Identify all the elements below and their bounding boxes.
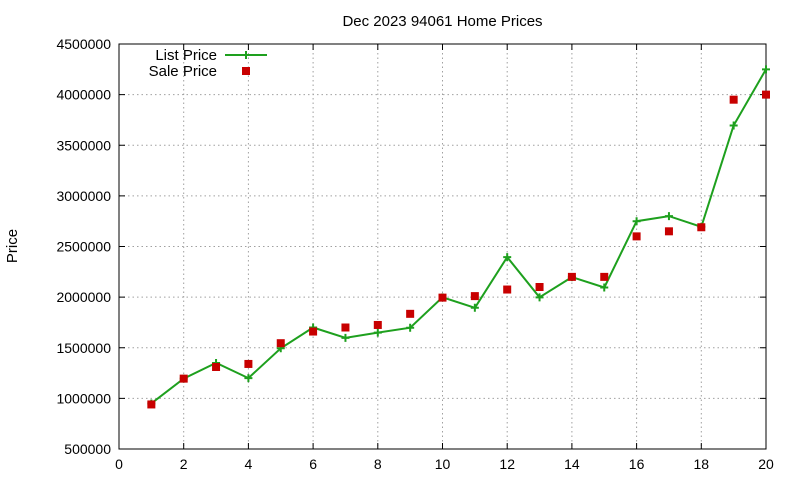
- sale-price-point: [147, 400, 156, 409]
- y-tick-label: 1000000: [56, 390, 111, 406]
- legend-sale-price-label: Sale Price: [149, 63, 217, 80]
- sale-price-point: [406, 309, 415, 318]
- list-price-point: [729, 121, 738, 130]
- grid-lines: [119, 44, 766, 449]
- sale-price-point: [664, 227, 673, 236]
- sale-price-point: [535, 283, 544, 291]
- y-tick-label: 3500000: [56, 137, 111, 153]
- x-tick-label: 2: [180, 456, 188, 472]
- y-tick-label: 2500000: [56, 239, 111, 255]
- x-tick-label: 10: [435, 456, 451, 472]
- list-price-point: [664, 212, 673, 221]
- x-tick-label: 12: [499, 456, 515, 472]
- sale-price-point: [470, 292, 479, 301]
- list-price-point: [406, 323, 415, 332]
- sale-price-point: [373, 320, 382, 329]
- list-price-point: [535, 293, 544, 302]
- list-price-line: [150, 68, 767, 405]
- sale-price-point: [567, 272, 576, 281]
- list-price-point: [341, 333, 350, 342]
- y-tick-label: 4000000: [56, 87, 111, 103]
- y-tick-label: 1500000: [56, 340, 111, 356]
- legend-sale-price-marker: [242, 67, 250, 75]
- x-tick-label: 18: [694, 456, 710, 472]
- list-price-point: [600, 283, 609, 292]
- sale-price-point: [600, 272, 609, 281]
- list-price-point: [244, 374, 253, 383]
- x-tick-label: 16: [629, 456, 645, 472]
- y-axis-label: Price: [4, 229, 21, 263]
- data-series: [147, 65, 770, 409]
- y-tick-label: 2000000: [56, 289, 111, 305]
- y-tick-label: 3000000: [56, 188, 111, 204]
- sale-price-point: [276, 339, 285, 348]
- sale-price-point: [179, 374, 188, 383]
- sale-price-point: [212, 362, 221, 371]
- x-tick-label: 6: [309, 456, 317, 472]
- sale-price-point: [697, 223, 706, 232]
- y-tick-label: 500000: [64, 441, 111, 457]
- list-price-point: [373, 328, 382, 337]
- x-tick-label: 0: [115, 456, 123, 472]
- chart-title: Dec 2023 94061 Home Prices: [342, 13, 542, 30]
- sale-price-point: [632, 232, 641, 241]
- x-tick-label: 4: [245, 456, 253, 472]
- list-price-point: [470, 303, 479, 312]
- sale-price-point: [438, 293, 447, 302]
- x-tick-label: 20: [758, 456, 774, 472]
- sale-price-point: [309, 327, 318, 336]
- legend-list-price-label: List Price: [155, 47, 217, 64]
- sale-price-point: [762, 90, 770, 99]
- list-price-point: [762, 65, 770, 74]
- sale-price-point: [244, 359, 253, 368]
- axis-ticks: 0 2 4 6 8 10 12 14 16 18 20 500000 1000000 1500000 200…: [56, 36, 774, 472]
- sale-price-point: [729, 95, 738, 104]
- sale-price-point: [341, 323, 350, 332]
- legend-list-price-marker: [242, 51, 250, 59]
- x-tick-label: 14: [564, 456, 580, 472]
- sale-price-point: [503, 285, 512, 294]
- list-price-point: [632, 217, 641, 226]
- list-price-point: [503, 253, 512, 262]
- y-tick-label: 4500000: [56, 36, 111, 52]
- x-tick-label: 8: [374, 456, 382, 472]
